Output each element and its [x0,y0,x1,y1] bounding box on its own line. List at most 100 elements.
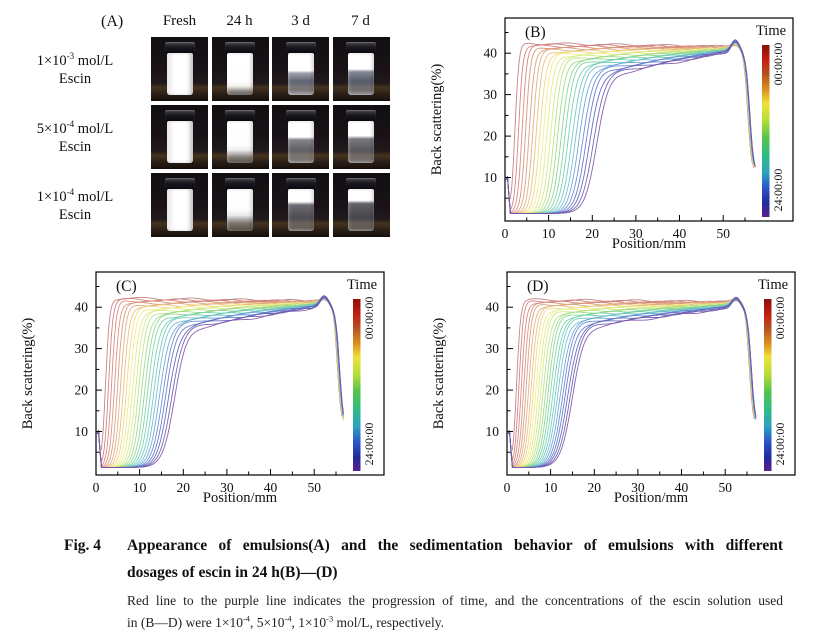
row-label-5e-4: 5×10-4 mol/L Escin [0,120,150,156]
colorbar-bottom-label: 24:00:00 [771,169,785,212]
row-label-1e-4: 1×10-4 mol/L Escin [0,188,150,224]
colorbar-top-label: 00:00:00 [362,297,376,340]
axis-ticks [95,286,337,475]
substance-text: Escin [58,71,92,87]
scan-curve [507,299,755,468]
row-label-1e-3: 1×10-3 mol/L Escin [0,52,150,88]
scan-curve [505,41,756,214]
svg-text:10: 10 [133,480,147,495]
svg-text:0: 0 [504,480,511,495]
vial-cap [285,42,316,54]
x-axis-label: Position/mm [612,236,687,252]
svg-text:20: 20 [177,480,191,495]
svg-text:20: 20 [486,383,500,398]
scan-curve [507,299,755,468]
vial-body [166,121,193,163]
scan-curve [507,300,755,465]
scan-curve [507,299,757,468]
vial-photo-r3-c3 [272,173,329,237]
svg-text:30: 30 [486,341,500,356]
caption-note-line-1: Red line to the purple line indicates th… [127,593,783,608]
scan-curve [507,298,755,468]
panel-letter: (C) [116,278,137,295]
scan-curve [507,297,757,468]
tick-labels: 0 10 20 30 40 50 10 20 30 40 [484,46,731,241]
scan-curve [96,298,344,468]
svg-text:0: 0 [93,480,100,495]
scan-curve [96,296,344,468]
vial-cap [285,178,316,190]
svg-text:10: 10 [486,424,500,439]
vial-body [227,53,253,95]
svg-text:40: 40 [264,480,278,495]
svg-text:10: 10 [75,424,89,439]
vial-body [348,189,374,231]
panel-letter: (B) [525,24,546,41]
svg-text:40: 40 [75,300,89,315]
colorbar-title: Time [347,277,377,293]
scan-curve [507,297,757,468]
scan-curve [505,42,755,214]
vial-photo-r1-c1 [151,37,208,101]
colorbar-title: Time [758,277,788,293]
svg-text:50: 50 [716,226,730,241]
vial-cap [164,178,195,190]
column-header-fresh: Fresh [162,13,197,29]
svg-text:30: 30 [220,480,234,495]
vial-body [287,189,314,231]
svg-text:20: 20 [75,383,89,398]
axes-frame [95,271,385,476]
svg-text:40: 40 [484,46,498,61]
colorbar-top-label: 00:00:00 [771,43,785,86]
scan-curve [507,299,755,468]
vial-cap [346,110,376,122]
axes-frame [506,271,796,476]
scan-curve [505,43,755,211]
panel-a-label: (A) [101,13,124,30]
vial-body [227,121,253,163]
vial-body [287,53,314,95]
scan-curve [507,299,757,468]
panel-letter: (D) [527,278,549,295]
column-header-3d: 3 d [291,13,310,29]
photo-row-2 [151,105,390,169]
vial-photo-r3-c4 [332,173,390,237]
axis-ticks [506,286,748,475]
vial-cap [164,42,195,54]
x-axis-label: Position/mm [614,490,689,506]
vial-photo-r2-c2 [211,105,269,169]
svg-text:30: 30 [629,226,643,241]
y-axis-label: Back scattering(%) [429,64,445,176]
curves-group [96,295,344,468]
scan-curve [505,43,755,214]
vial-cap [225,42,255,54]
axis-ticks [504,32,746,221]
svg-text:50: 50 [718,480,732,495]
svg-text:0: 0 [502,226,509,241]
colorbar-bottom-label: 24:00:00 [362,423,376,466]
column-header-7d: 7 d [351,13,370,29]
scan-curve [507,297,757,468]
vial-photo-r1-c2 [211,37,269,101]
scan-curve [505,42,753,200]
svg-text:40: 40 [486,300,500,315]
x-axis-label: Position/mm [203,490,278,506]
vial-body [348,121,374,163]
scan-curve [96,298,344,468]
scan-curve [96,295,344,468]
scan-curve [507,298,757,468]
scan-curve [505,42,755,214]
svg-text:30: 30 [484,87,498,102]
column-header-24h: 24 h [226,13,253,29]
figure-number: Fig. 4 [64,537,102,554]
curves-group [505,39,756,214]
curves-group [507,296,757,468]
svg-text:40: 40 [675,480,689,495]
vial-photo-r2-c3 [272,105,329,169]
colorbar-top-label: 00:00:00 [773,297,787,340]
caption-note: Red line to the purple line indicates th… [127,590,783,634]
scan-curve [507,298,755,468]
vial-cap [164,110,195,122]
